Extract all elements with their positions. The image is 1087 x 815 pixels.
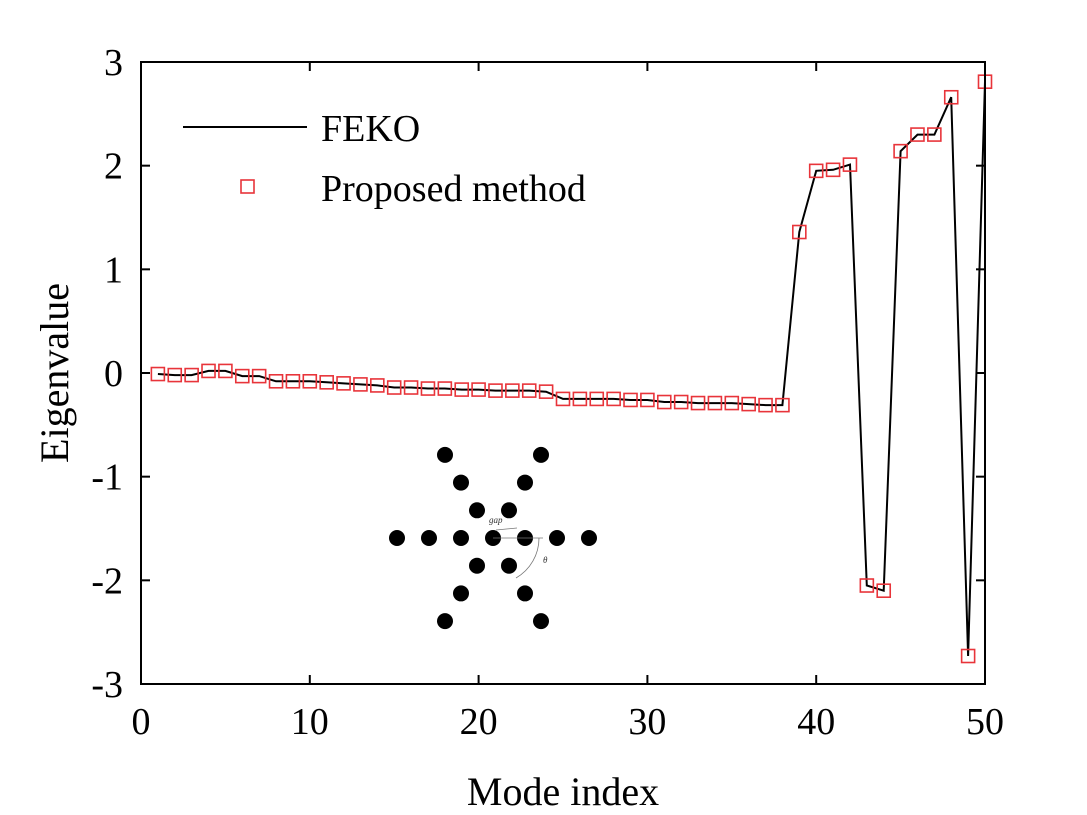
- proposed-marker: [792, 224, 807, 240]
- proposed-marker: [606, 391, 621, 407]
- proposed-marker: [555, 391, 571, 407]
- x-tick-label: 30: [628, 701, 666, 743]
- proposed-marker: [538, 384, 554, 399]
- proposed-marker: [825, 162, 841, 178]
- inset-element: [421, 530, 437, 546]
- proposed-marker: [572, 391, 588, 407]
- proposed-marker: [167, 367, 183, 383]
- proposed-marker: [370, 378, 385, 393]
- proposed-marker: [150, 366, 166, 382]
- feko-series-line: [157, 81, 986, 657]
- inset-element: [453, 530, 469, 546]
- proposed-marker: [724, 395, 740, 411]
- proposed-marker: [758, 397, 773, 413]
- legend: FEKO Proposed method: [183, 108, 586, 210]
- proposed-marker: [302, 373, 318, 389]
- x-tick-label: 50: [966, 701, 1004, 743]
- proposed-marker: [960, 648, 976, 664]
- inset-element: [437, 613, 453, 630]
- series-layer: [150, 74, 993, 664]
- inset-element: [501, 502, 517, 519]
- inset-element: [389, 530, 405, 546]
- inset-element: [517, 585, 533, 602]
- inset-element: [517, 474, 533, 491]
- proposed-marker: [741, 396, 756, 412]
- proposed-marker: [454, 382, 470, 397]
- inset-element: [453, 585, 469, 602]
- proposed-marker: [234, 368, 250, 384]
- proposed-marker: [673, 394, 689, 410]
- y-tick-label: -2: [91, 560, 123, 602]
- inset-gap-label: gap: [489, 515, 503, 525]
- inset-element: [453, 474, 469, 491]
- proposed-marker: [336, 376, 351, 391]
- inset-element: [469, 502, 485, 519]
- proposed-marker: [420, 381, 436, 396]
- y-tick-label: 3: [104, 42, 123, 84]
- proposed-marker: [842, 157, 858, 172]
- proposed-marker: [505, 383, 520, 398]
- proposed-marker: [386, 380, 402, 395]
- proposed-marker: [910, 127, 925, 142]
- inset-angle-arc: [515, 537, 540, 579]
- inset-element: [533, 613, 549, 630]
- proposed-marker: [521, 383, 537, 398]
- proposed-marker: [656, 394, 672, 410]
- inset-element: [533, 446, 549, 463]
- inset-element: [437, 446, 453, 463]
- axis-ticks: 0 10 20 30 40 50 -3 -2 -1 0 1 2 3: [91, 42, 1004, 743]
- proposed-marker: [353, 377, 368, 392]
- legend-proposed-marker: [240, 179, 255, 194]
- legend-feko-label: FEKO: [321, 108, 420, 150]
- proposed-marker: [285, 373, 301, 389]
- proposed-marker: [218, 363, 233, 379]
- proposed-marker: [488, 383, 503, 398]
- proposed-marker: [893, 143, 908, 159]
- y-tick-label: 2: [104, 146, 123, 188]
- proposed-marker: [268, 373, 284, 389]
- inset-array-diagram: gap θ: [389, 446, 597, 630]
- y-axis-title: Eigenvalue: [32, 283, 77, 463]
- proposed-marker: [589, 391, 605, 407]
- proposed-marker: [437, 381, 453, 396]
- proposed-marker: [623, 392, 638, 408]
- inset-element: [581, 530, 597, 546]
- x-tick-label: 40: [797, 701, 835, 743]
- inset-angle-label: θ: [543, 555, 548, 565]
- x-tick-label: 0: [132, 701, 151, 743]
- y-tick-label: 1: [104, 249, 123, 291]
- x-tick-label: 20: [460, 701, 498, 743]
- proposed-marker: [184, 367, 199, 383]
- y-tick-label: -3: [91, 664, 123, 706]
- inset-gap-line: [495, 527, 518, 531]
- proposed-marker: [690, 395, 706, 411]
- y-tick-label: -1: [91, 457, 123, 499]
- proposed-marker: [251, 368, 267, 384]
- inset-element: [501, 557, 517, 574]
- proposed-marker: [927, 127, 942, 142]
- x-axis-title: Mode index: [467, 769, 659, 814]
- proposed-marker: [859, 578, 875, 593]
- proposed-marker: [808, 163, 824, 179]
- proposed-marker: [471, 382, 486, 397]
- proposed-marker: [943, 89, 959, 105]
- proposed-marker: [876, 583, 892, 599]
- proposed-marker: [775, 397, 790, 413]
- proposed-marker: [403, 380, 419, 395]
- inset-element: [549, 530, 565, 546]
- proposed-marker: [707, 395, 723, 411]
- legend-proposed-label: Proposed method: [321, 168, 586, 210]
- proposed-marker: [201, 363, 216, 379]
- inset-element: [469, 557, 485, 574]
- y-tick-label: 0: [104, 353, 123, 395]
- proposed-marker: [640, 392, 655, 408]
- proposed-marker: [319, 375, 334, 390]
- x-tick-label: 10: [291, 701, 329, 743]
